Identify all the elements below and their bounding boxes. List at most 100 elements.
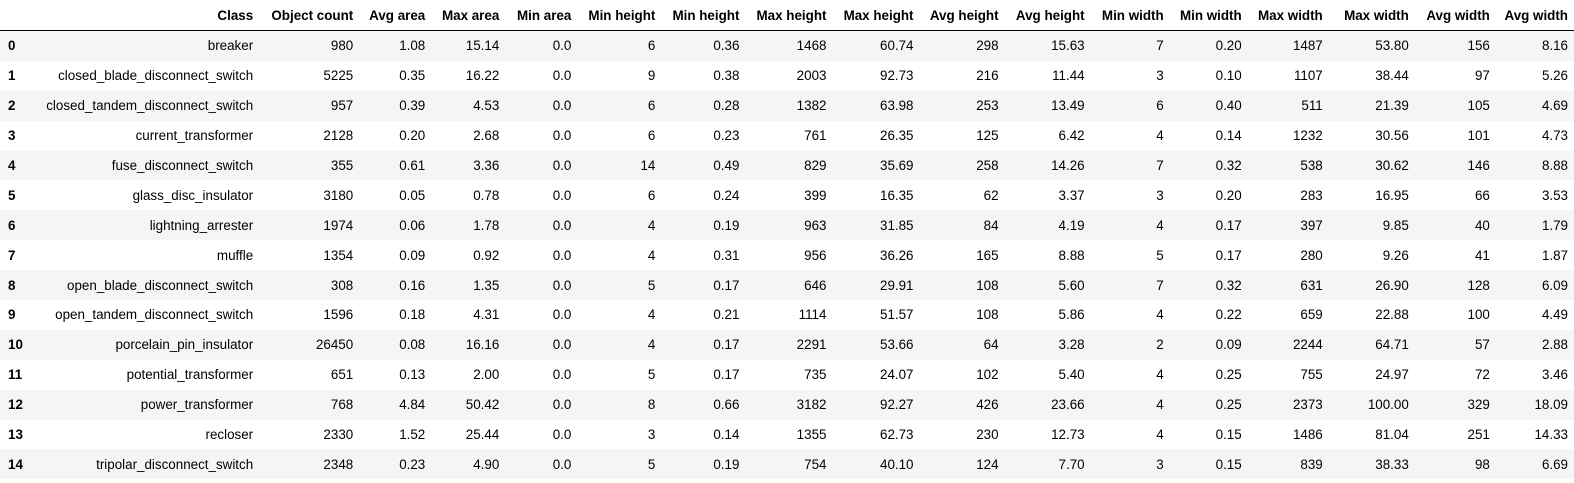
- table-cell: 6: [647, 38, 656, 54]
- table-cell: 1114: [798, 307, 827, 323]
- table-cell: 0.15: [1215, 456, 1242, 472]
- row-index: 13: [8, 427, 23, 443]
- row-index: 14: [8, 456, 23, 472]
- table-cell: 0.19: [713, 456, 740, 472]
- table-row: 9 open_tandem_disconnect_switch 1596 0.18 4.…: [0, 300, 1574, 330]
- table-cell: 659: [1300, 307, 1323, 323]
- table-cell: 6.69: [1541, 456, 1568, 472]
- class-name-cell: lightning_arrester: [149, 217, 254, 233]
- table-cell: 399: [804, 187, 827, 203]
- table-cell: 0.10: [1215, 68, 1242, 84]
- column-header: Max width: [1328, 0, 1415, 31]
- table-cell: 50.42: [465, 397, 500, 413]
- table-cell: 4.49: [1541, 307, 1568, 323]
- table-cell: 92.27: [880, 397, 914, 413]
- table-cell: 165: [976, 247, 999, 263]
- table-cell: 6.09: [1541, 277, 1568, 293]
- table-cell: 3182: [796, 397, 827, 413]
- table-cell: 0.17: [713, 277, 740, 293]
- table-cell: 16.35: [880, 187, 914, 203]
- table-cell: 308: [330, 277, 354, 293]
- table-cell: 646: [804, 277, 827, 293]
- table-cell: 7.70: [1058, 456, 1085, 472]
- table-cell: 102: [976, 367, 999, 383]
- table-cell: 0.0: [552, 367, 572, 383]
- table-cell: 15.14: [465, 38, 500, 54]
- table-cell: 38.33: [1375, 456, 1409, 472]
- column-header: Min width: [1090, 0, 1170, 31]
- table-cell: 0.66: [713, 397, 740, 413]
- table-cell: 125: [976, 128, 999, 144]
- table-cell: 0.0: [552, 68, 572, 84]
- class-name-cell: recloser: [205, 427, 254, 443]
- table-cell: 98: [1474, 456, 1490, 472]
- table-cell: 4: [647, 247, 656, 263]
- table-cell: 0.36: [713, 38, 740, 54]
- table-cell: 4.53: [473, 98, 500, 114]
- column-header: Max width: [1247, 0, 1329, 31]
- table-cell: 0.0: [552, 158, 572, 173]
- table-cell: 2003: [796, 68, 827, 84]
- row-index: 4: [8, 158, 16, 173]
- table-cell: 2348: [323, 456, 354, 472]
- table-cell: 397: [1300, 217, 1323, 233]
- table-body: 0 breaker 980 1.08 15.14 0.0 6 0.36 1468 60.74 298…: [0, 30, 1574, 480]
- table-cell: 14: [640, 158, 656, 173]
- table-cell: 0.61: [399, 158, 426, 173]
- table-cell: 980: [330, 38, 354, 54]
- table-row: 11 potential_transformer 651 0.13 2.00 0.0 5 0.…: [0, 359, 1574, 390]
- class-name-cell: glass_disc_insulator: [132, 187, 254, 203]
- table-cell: 24.97: [1375, 367, 1409, 383]
- table-cell: 298: [976, 38, 999, 54]
- table-cell: 8.88: [1058, 247, 1085, 263]
- table-cell: 963: [804, 217, 827, 233]
- table-cell: 4: [647, 337, 656, 353]
- class-name-cell: closed_blade_disconnect_switch: [58, 68, 254, 84]
- table-cell: 0.17: [713, 337, 740, 353]
- table-cell: 6: [1156, 98, 1164, 114]
- table-cell: 6: [647, 128, 656, 144]
- table-cell: 4: [647, 307, 656, 323]
- table-cell: 0.17: [1215, 247, 1242, 263]
- table-cell: 100.00: [1367, 397, 1409, 413]
- table-cell: 12.73: [1051, 427, 1085, 443]
- row-index: 6: [8, 217, 16, 233]
- table-cell: 4: [1156, 367, 1164, 383]
- table-cell: 3: [1156, 68, 1164, 84]
- table-cell: 30.56: [1375, 128, 1409, 144]
- column-header: Max area: [431, 0, 506, 31]
- table-cell: 7: [1156, 158, 1164, 173]
- class-name-cell: porcelain_pin_insulator: [115, 337, 254, 353]
- table-cell: 761: [804, 128, 827, 144]
- table-cell: 1.87: [1541, 247, 1568, 263]
- table-cell: 146: [1467, 158, 1490, 173]
- table-cell: 0.0: [552, 38, 572, 54]
- table-cell: 754: [804, 456, 827, 472]
- table-cell: 1.79: [1541, 217, 1568, 233]
- table-cell: 0.38: [713, 68, 740, 84]
- table-cell: 355: [330, 158, 354, 173]
- table-cell: 957: [330, 98, 354, 114]
- table-cell: 0.28: [713, 98, 740, 114]
- table-cell: 2373: [1292, 397, 1323, 413]
- table-cell: 18.09: [1534, 397, 1568, 413]
- table-cell: 1232: [1292, 128, 1323, 144]
- table-cell: 0.32: [1215, 277, 1242, 293]
- table-cell: 81.04: [1375, 427, 1409, 443]
- column-header: Object count: [259, 0, 360, 31]
- table-cell: 5225: [323, 68, 354, 84]
- class-name-cell: breaker: [207, 38, 254, 54]
- table-cell: 0.78: [473, 187, 500, 203]
- table-cell: 100: [1467, 307, 1490, 323]
- table-cell: 0.15: [1215, 427, 1242, 443]
- column-header: Avg area: [359, 0, 432, 31]
- table-cell: 0.0: [552, 397, 572, 413]
- table-cell: 66: [1474, 187, 1490, 203]
- table-cell: 9.85: [1382, 217, 1409, 233]
- table-cell: 0.20: [1215, 38, 1242, 54]
- table-cell: 5: [647, 277, 656, 293]
- table-cell: 15.63: [1051, 38, 1085, 54]
- table-cell: 40: [1474, 217, 1490, 233]
- table-cell: 8: [647, 397, 656, 413]
